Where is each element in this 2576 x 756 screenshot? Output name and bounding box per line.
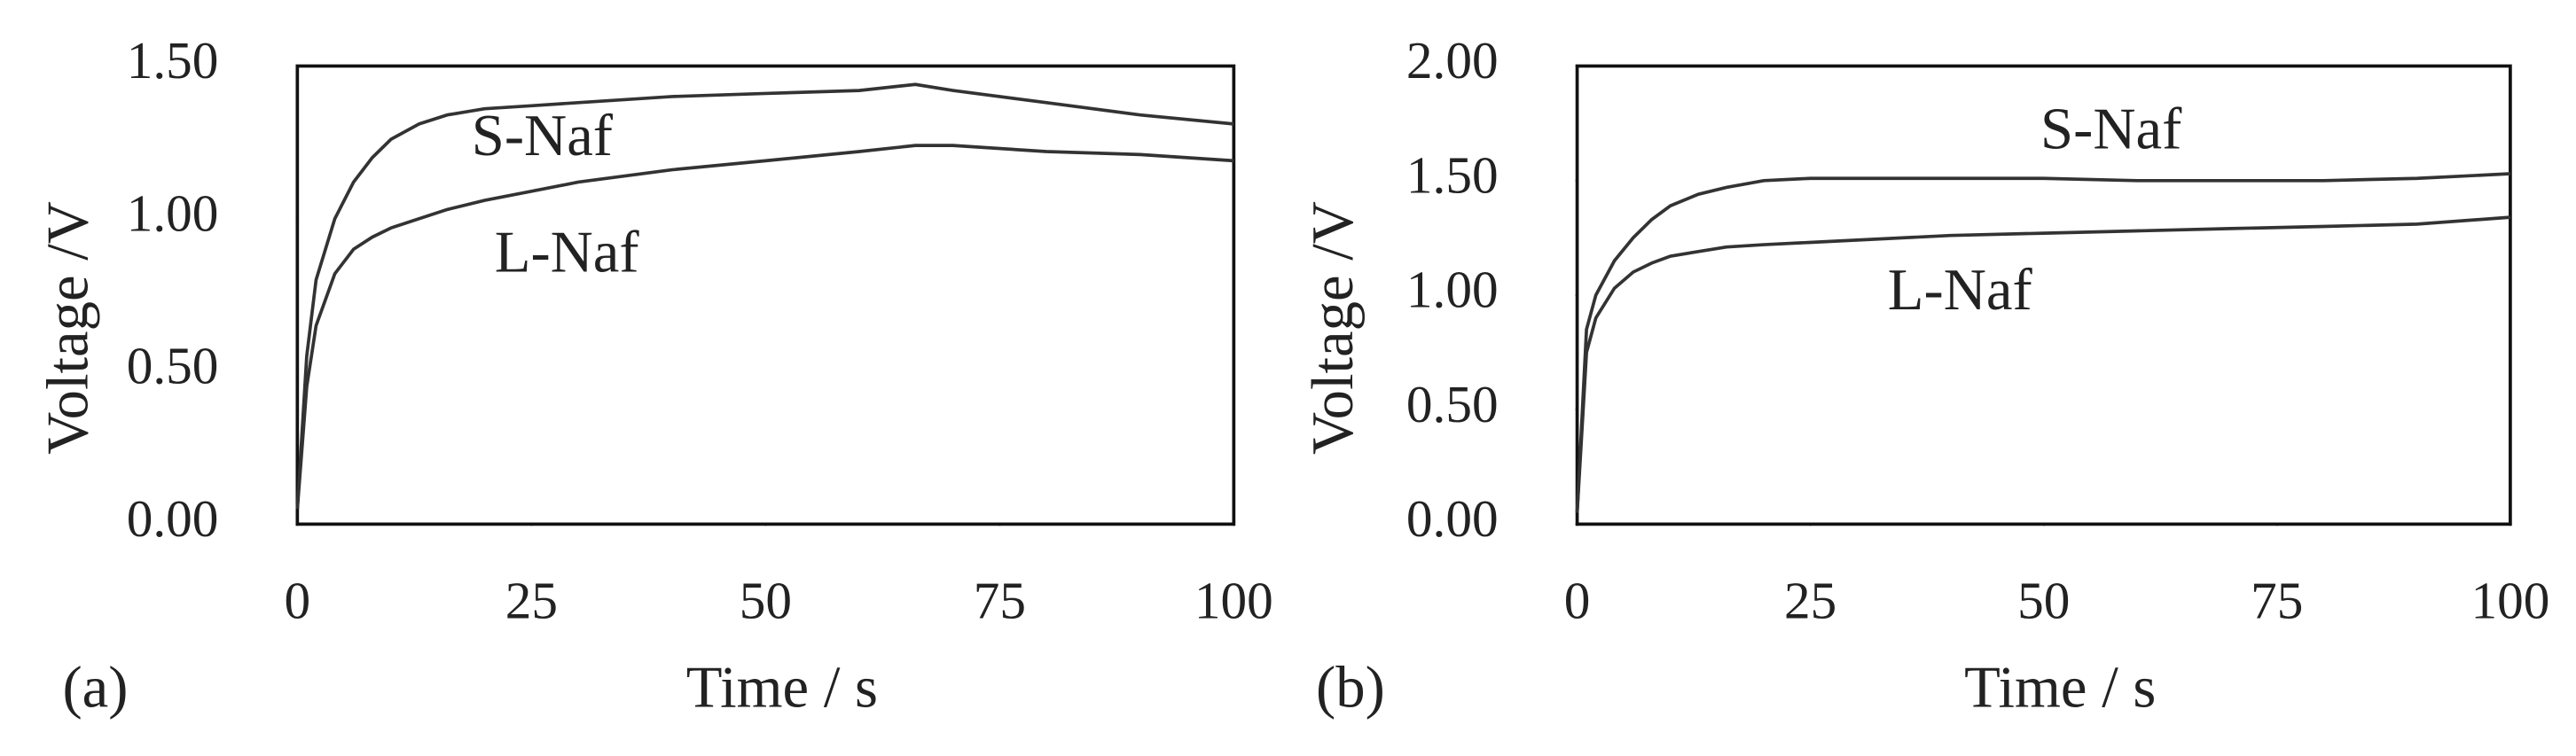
x-tick-label: 100 bbox=[2470, 572, 2549, 630]
y-axis-label: Voltage /V bbox=[36, 201, 101, 455]
series-line bbox=[1575, 215, 2511, 513]
x-tick-label: 75 bbox=[2251, 572, 2303, 630]
y-tick-label: 0.50 bbox=[127, 337, 219, 395]
series-line bbox=[295, 144, 1234, 510]
x-tick-label: 25 bbox=[1784, 572, 1836, 630]
series-annotation: L-Naf bbox=[1888, 258, 2033, 323]
y-tick-label: 0.00 bbox=[127, 489, 219, 548]
x-tick-label: 50 bbox=[2017, 572, 2070, 630]
series-line bbox=[1575, 172, 2510, 513]
x-axis-label: Time / s bbox=[1964, 656, 2156, 721]
x-tick-label: 50 bbox=[740, 572, 792, 630]
series-annotation: S-Naf bbox=[2040, 97, 2182, 162]
x-tick-label: 75 bbox=[974, 572, 1026, 630]
y-tick-label: 2.00 bbox=[1406, 31, 1499, 90]
x-axis-label: Time / s bbox=[686, 656, 878, 721]
panel-label: (b) bbox=[1316, 656, 1385, 721]
x-tick-label: 100 bbox=[1194, 572, 1273, 630]
y-tick-label: 1.00 bbox=[127, 183, 219, 242]
y-axis-label: Voltage /V bbox=[1301, 201, 1366, 455]
y-tick-label: 1.50 bbox=[1406, 145, 1499, 204]
x-tick-label: 25 bbox=[505, 572, 558, 630]
panel-label: (a) bbox=[62, 656, 128, 721]
x-tick-label: 0 bbox=[1564, 572, 1591, 630]
plot-frame bbox=[295, 64, 1236, 526]
y-tick-label: 1.50 bbox=[127, 31, 219, 90]
x-tick-label: 0 bbox=[285, 572, 311, 630]
series-annotation: L-Naf bbox=[495, 221, 640, 285]
y-tick-label: 0.50 bbox=[1406, 375, 1499, 433]
y-tick-label: 0.00 bbox=[1406, 489, 1499, 548]
series-line bbox=[295, 82, 1234, 510]
y-tick-label: 1.00 bbox=[1406, 261, 1499, 319]
series-annotation: S-Naf bbox=[472, 104, 614, 168]
